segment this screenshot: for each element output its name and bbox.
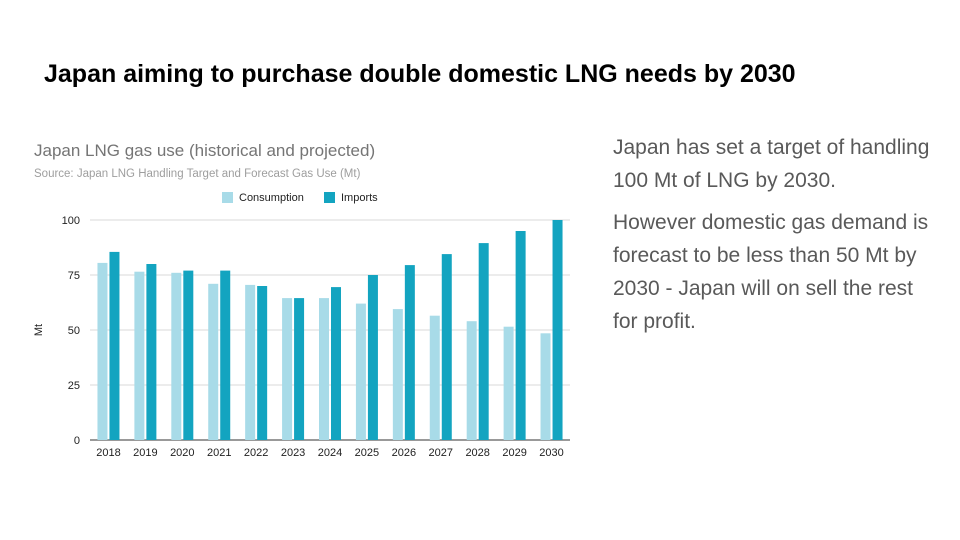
- x-tick-label-2020: 2020: [170, 447, 194, 459]
- x-tick-label-2024: 2024: [318, 447, 342, 459]
- bar-imports-2030: [552, 220, 563, 440]
- bar-imports-2022: [257, 286, 268, 440]
- chart-gridlines: [90, 219, 570, 441]
- slide-title: Japan aiming to purchase double domestic…: [44, 60, 796, 88]
- bar-consumption-2022: [245, 284, 256, 440]
- y-tick-label-100: 100: [62, 215, 80, 227]
- commentary-panel: Japan has set a target of handling 100 M…: [613, 131, 933, 347]
- legend-label-imports: Imports: [341, 192, 378, 204]
- bar-consumption-2025: [355, 303, 366, 440]
- bar-consumption-2028: [466, 321, 477, 440]
- x-tick-label-2019: 2019: [133, 447, 157, 459]
- x-tick-label-2029: 2029: [502, 447, 526, 459]
- bar-consumption-2021: [208, 283, 219, 440]
- bar-consumption-2027: [429, 315, 440, 440]
- bar-imports-2025: [367, 275, 378, 440]
- bar-imports-2020: [183, 270, 194, 440]
- bar-consumption-2020: [171, 272, 182, 440]
- y-axis-label: Mt: [33, 324, 45, 336]
- bar-consumption-2018: [97, 262, 108, 440]
- lng-chart: Japan LNG gas use (historical and projec…: [33, 141, 570, 459]
- x-tick-label-2030: 2030: [539, 447, 563, 459]
- bar-imports-2026: [404, 265, 415, 440]
- bar-consumption-2024: [319, 298, 329, 440]
- chart-bars: [97, 220, 563, 440]
- chart-title: Japan LNG gas use (historical and projec…: [34, 141, 375, 160]
- bar-consumption-2019: [134, 271, 145, 440]
- x-tick-label-2018: 2018: [96, 447, 120, 459]
- y-tick-label-75: 75: [68, 270, 80, 282]
- x-tick-label-2023: 2023: [281, 447, 305, 459]
- x-tick-label-2028: 2028: [465, 447, 489, 459]
- bar-imports-2019: [146, 264, 157, 440]
- bar-imports-2024: [331, 287, 341, 440]
- x-tick-label-2026: 2026: [392, 447, 416, 459]
- bar-consumption-2026: [392, 309, 403, 440]
- bar-imports-2029: [515, 231, 526, 440]
- x-tick-label-2027: 2027: [429, 447, 453, 459]
- commentary-paragraph-2: However domestic gas demand is forecast …: [613, 211, 929, 333]
- bar-consumption-2023: [282, 298, 293, 440]
- bar-imports-2028: [478, 243, 489, 440]
- chart-container: Japan LNG gas use (historical and projec…: [26, 134, 586, 464]
- legend-swatch-consumption: [222, 192, 233, 203]
- y-tick-label-25: 25: [68, 380, 80, 392]
- chart-subtitle: Source: Japan LNG Handling Target and Fo…: [34, 168, 361, 180]
- bar-imports-2023: [294, 298, 305, 440]
- x-tick-label-2021: 2021: [207, 447, 231, 459]
- y-tick-label-50: 50: [68, 325, 80, 337]
- legend-label-consumption: Consumption: [239, 192, 304, 204]
- chart-legend: Consumption Imports: [222, 192, 378, 204]
- y-axis-ticks: 0 25 50 75 100: [62, 215, 80, 447]
- y-tick-label-0: 0: [74, 435, 80, 447]
- bar-imports-2018: [109, 251, 120, 440]
- bar-imports-2027: [441, 254, 452, 440]
- bar-consumption-2030: [540, 333, 551, 440]
- x-tick-label-2025: 2025: [355, 447, 379, 459]
- bar-imports-2021: [220, 270, 231, 440]
- commentary-paragraph-1: Japan has set a target of handling 100 M…: [613, 136, 930, 192]
- bar-consumption-2029: [503, 326, 514, 440]
- x-axis-ticks: 2018 2019 2020 2021 2022 2023 2024 2025 2026 2027…: [96, 447, 564, 459]
- legend-swatch-imports: [324, 192, 335, 203]
- x-tick-label-2022: 2022: [244, 447, 268, 459]
